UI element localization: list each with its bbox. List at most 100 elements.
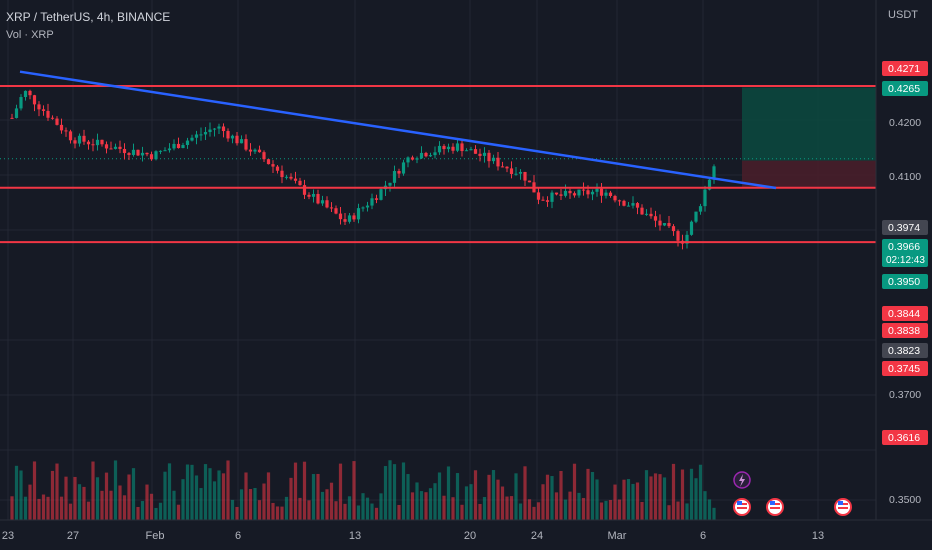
volume-bar <box>190 464 194 520</box>
volume-bar <box>86 501 91 520</box>
candle-body <box>478 153 482 156</box>
price-tag <box>882 306 928 321</box>
volume-bar <box>631 483 635 520</box>
candle-body <box>73 140 77 144</box>
volume-bar <box>172 490 176 520</box>
price-tag-label: 0.3844 <box>888 308 920 320</box>
volume-bar <box>491 470 496 520</box>
volume-bar <box>541 484 545 520</box>
candle-body <box>424 152 428 157</box>
price-tick-label: 0.3500 <box>889 494 921 506</box>
volume-bar <box>176 504 181 520</box>
volume-bar <box>257 500 262 520</box>
candle-body <box>622 200 626 206</box>
volume-bar <box>532 506 536 520</box>
volume-bar <box>311 474 316 520</box>
candle-body <box>635 203 640 208</box>
candle-body <box>595 188 599 192</box>
price-tick-label: 0.4100 <box>889 171 921 183</box>
candle-body <box>446 146 451 150</box>
candle-body <box>284 176 289 178</box>
volume-bar <box>82 486 86 520</box>
volume-bar <box>487 474 491 520</box>
time-tick-label: 24 <box>531 530 543 542</box>
time-tick-label: 13 <box>812 530 824 542</box>
price-tag <box>882 61 928 76</box>
volume-bar <box>41 494 46 520</box>
volume-bar <box>451 497 455 520</box>
volume-bar <box>509 496 514 520</box>
candle-body <box>599 188 604 196</box>
volume-bar <box>226 460 230 520</box>
volume-bar <box>698 464 703 520</box>
candle-body <box>491 157 496 162</box>
volume-bar <box>649 476 653 520</box>
volume-bar <box>163 471 167 520</box>
candle-body <box>109 148 113 150</box>
volume-bar <box>473 470 478 520</box>
volume-bar <box>37 498 41 520</box>
volume-bar <box>514 473 518 520</box>
volume-bar <box>644 470 649 520</box>
candle-body <box>523 171 527 181</box>
volume-bar <box>118 485 122 520</box>
candle-body <box>676 231 680 241</box>
candle-body <box>338 213 343 220</box>
price-tag-label: 0.4265 <box>888 83 920 95</box>
candle-body <box>514 173 518 175</box>
volume-bar <box>446 466 451 520</box>
candle-body <box>487 152 491 162</box>
volume-bar <box>500 486 505 520</box>
volume-bar <box>581 497 586 520</box>
candle-body <box>194 134 199 138</box>
candle-body <box>527 180 532 183</box>
price-tag <box>882 220 928 235</box>
candle-body <box>46 110 50 118</box>
volume-bar <box>370 503 374 520</box>
candle-body <box>59 124 64 131</box>
volume-bar <box>379 493 383 520</box>
volume-bar <box>50 470 55 520</box>
candle-body <box>55 118 59 125</box>
volume-bar <box>617 499 622 520</box>
candle-body <box>559 194 563 196</box>
candle-body <box>581 189 586 191</box>
volume-bar <box>442 495 446 520</box>
candle-body <box>379 189 383 200</box>
candle-body <box>496 157 500 167</box>
volume-bar <box>244 472 248 520</box>
candle-body <box>253 149 257 152</box>
volume-bar <box>73 476 77 520</box>
volume-indicator-label[interactable]: Vol · XRP <box>6 29 54 41</box>
volume-bar <box>671 463 676 520</box>
volume-bar <box>622 479 626 520</box>
candle-body <box>235 135 239 144</box>
us-flag-stripe <box>737 507 747 509</box>
price-tag-label: 0.3823 <box>888 345 920 357</box>
volume-bar <box>577 492 581 520</box>
candle-body <box>455 143 460 151</box>
candle-body <box>334 208 338 214</box>
volume-bar <box>91 461 95 520</box>
volume-bar <box>550 476 554 520</box>
candle-body <box>289 176 293 179</box>
volume-bar <box>293 462 298 520</box>
candle-body <box>176 143 181 149</box>
volume-bar <box>203 464 208 520</box>
symbol-title[interactable]: XRP / TetherUS, 4h, BINANCE <box>6 10 171 24</box>
candle-body <box>64 130 68 132</box>
volume-bar <box>586 468 590 520</box>
price-tag <box>882 239 928 267</box>
candle-body <box>181 144 185 149</box>
volume-bar <box>275 506 280 520</box>
candle-body <box>32 95 37 105</box>
volume-bar <box>478 503 482 520</box>
candle-body <box>199 134 203 136</box>
volume-bar <box>401 462 406 520</box>
candle-body <box>257 149 262 153</box>
volume-bar <box>568 491 572 520</box>
candle-body <box>698 206 703 212</box>
candle-body <box>671 226 676 232</box>
candle-body <box>631 203 635 206</box>
